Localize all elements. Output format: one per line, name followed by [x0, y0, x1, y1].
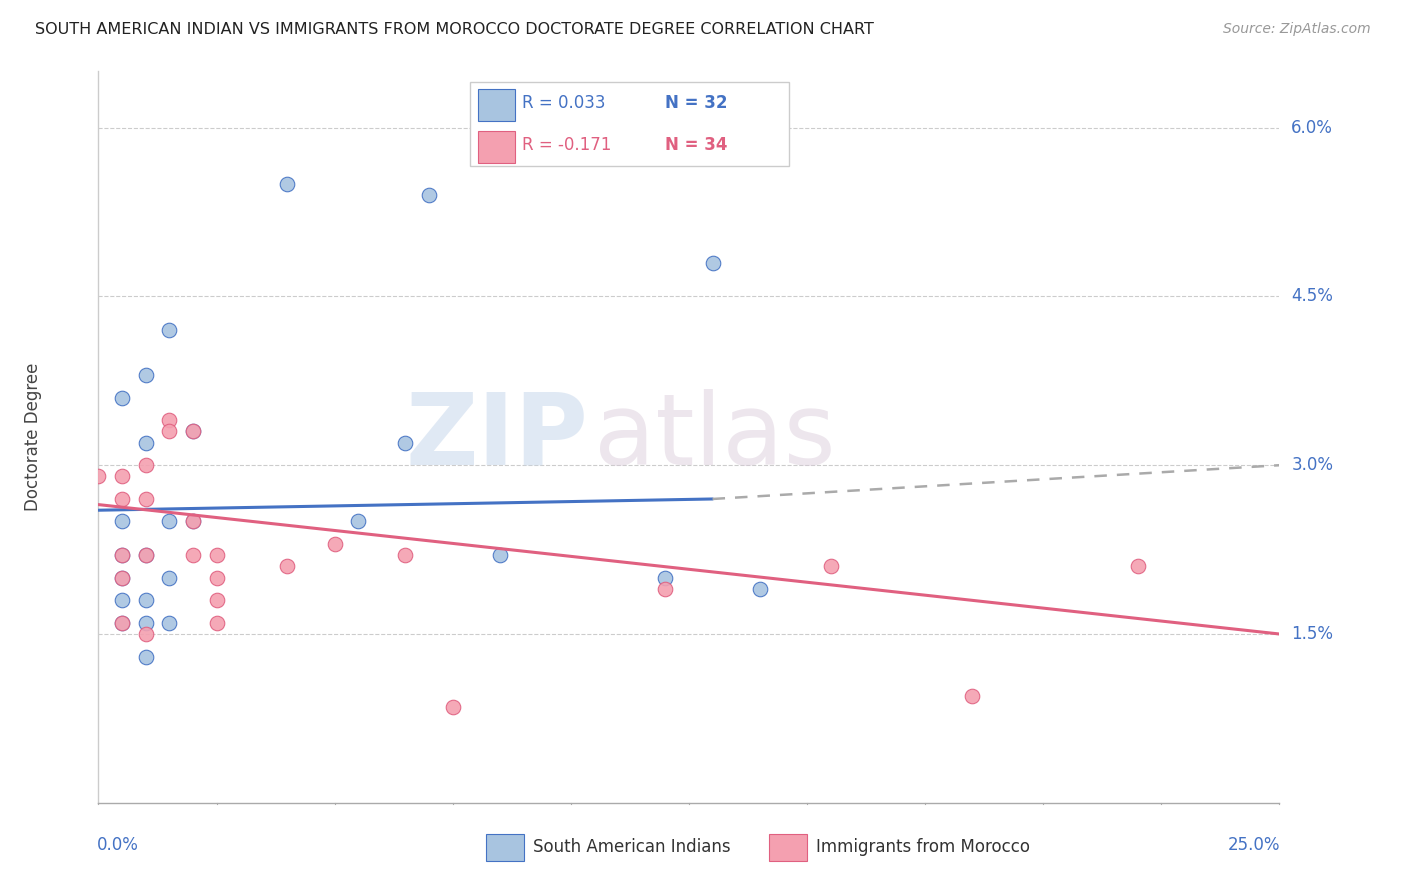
Text: Source: ZipAtlas.com: Source: ZipAtlas.com	[1223, 22, 1371, 37]
Point	[111, 615, 134, 630]
Point	[181, 515, 204, 529]
Point	[157, 615, 180, 630]
Point	[87, 469, 110, 483]
Point	[654, 571, 676, 585]
Text: N = 32: N = 32	[665, 95, 728, 112]
Text: SOUTH AMERICAN INDIAN VS IMMIGRANTS FROM MOROCCO DOCTORATE DEGREE CORRELATION CH: SOUTH AMERICAN INDIAN VS IMMIGRANTS FROM…	[35, 22, 875, 37]
Point	[181, 515, 204, 529]
Text: ZIP: ZIP	[406, 389, 589, 485]
Point	[135, 458, 157, 473]
Text: 1.5%: 1.5%	[1291, 625, 1333, 643]
Point	[820, 559, 842, 574]
Text: 3.0%: 3.0%	[1291, 456, 1333, 475]
Point	[111, 469, 134, 483]
Point	[111, 593, 134, 607]
Text: R = -0.171: R = -0.171	[523, 136, 612, 154]
Point	[323, 537, 346, 551]
Point	[135, 615, 157, 630]
Point	[111, 615, 134, 630]
Point	[276, 559, 298, 574]
Point	[702, 255, 724, 269]
Point	[748, 582, 770, 596]
Point	[347, 515, 370, 529]
Point	[135, 649, 157, 664]
Point	[394, 435, 416, 450]
Point	[135, 435, 157, 450]
Point	[205, 593, 228, 607]
Point	[205, 548, 228, 562]
Point	[157, 571, 180, 585]
Point	[489, 548, 512, 562]
Point	[181, 425, 204, 439]
Point	[111, 491, 134, 506]
Point	[111, 571, 134, 585]
Point	[135, 368, 157, 383]
Text: Immigrants from Morocco: Immigrants from Morocco	[817, 838, 1031, 856]
Point	[205, 615, 228, 630]
Text: N = 34: N = 34	[665, 136, 728, 154]
Point	[181, 425, 204, 439]
Point	[157, 515, 180, 529]
Point	[111, 571, 134, 585]
Point	[276, 177, 298, 191]
Point	[157, 323, 180, 337]
Text: atlas: atlas	[595, 389, 837, 485]
Point	[654, 582, 676, 596]
Text: 6.0%: 6.0%	[1291, 119, 1333, 136]
Text: 4.5%: 4.5%	[1291, 287, 1333, 305]
Point	[135, 627, 157, 641]
Point	[111, 515, 134, 529]
FancyBboxPatch shape	[478, 131, 516, 163]
Point	[441, 700, 464, 714]
Point	[135, 491, 157, 506]
Point	[111, 548, 134, 562]
Point	[111, 391, 134, 405]
Point	[962, 689, 984, 703]
Point	[1126, 559, 1149, 574]
Point	[418, 188, 440, 202]
Point	[135, 548, 157, 562]
Text: South American Indians: South American Indians	[533, 838, 731, 856]
Point	[111, 548, 134, 562]
Text: R = 0.033: R = 0.033	[523, 95, 606, 112]
Point	[135, 548, 157, 562]
Text: Doctorate Degree: Doctorate Degree	[24, 363, 42, 511]
Point	[205, 571, 228, 585]
Point	[157, 425, 180, 439]
Point	[157, 413, 180, 427]
Text: 25.0%: 25.0%	[1229, 836, 1281, 854]
FancyBboxPatch shape	[769, 834, 807, 861]
FancyBboxPatch shape	[478, 88, 516, 121]
Text: 0.0%: 0.0%	[97, 836, 139, 854]
Point	[394, 548, 416, 562]
FancyBboxPatch shape	[471, 82, 789, 167]
FancyBboxPatch shape	[486, 834, 523, 861]
Point	[181, 548, 204, 562]
Point	[135, 593, 157, 607]
